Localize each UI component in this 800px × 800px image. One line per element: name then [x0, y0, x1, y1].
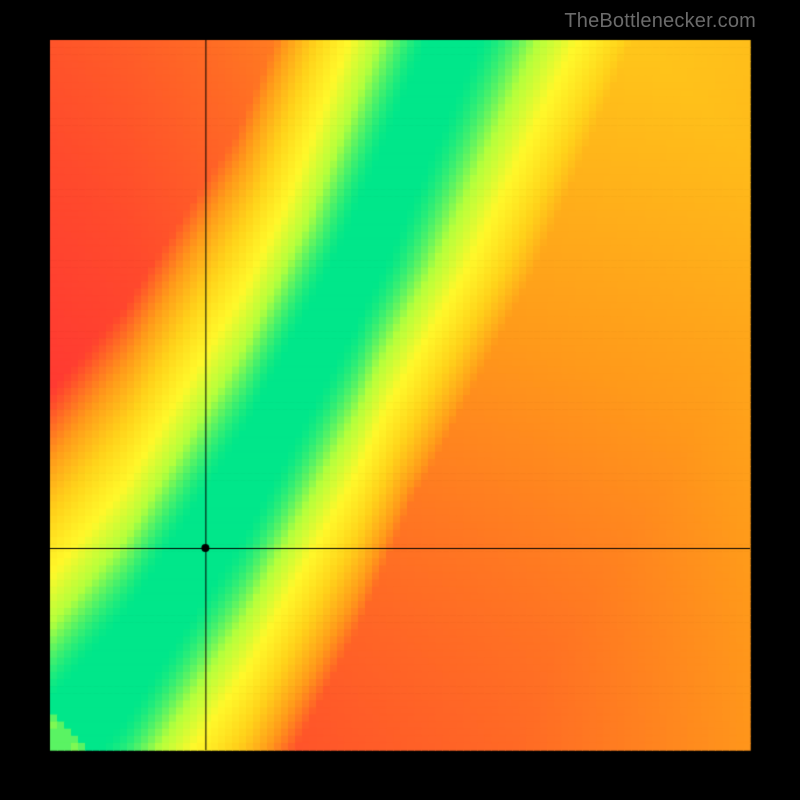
watermark-text: TheBottlenecker.com — [564, 10, 756, 33]
bottleneck-heatmap — [0, 0, 800, 800]
chart-container: TheBottlenecker.com — [0, 0, 800, 800]
